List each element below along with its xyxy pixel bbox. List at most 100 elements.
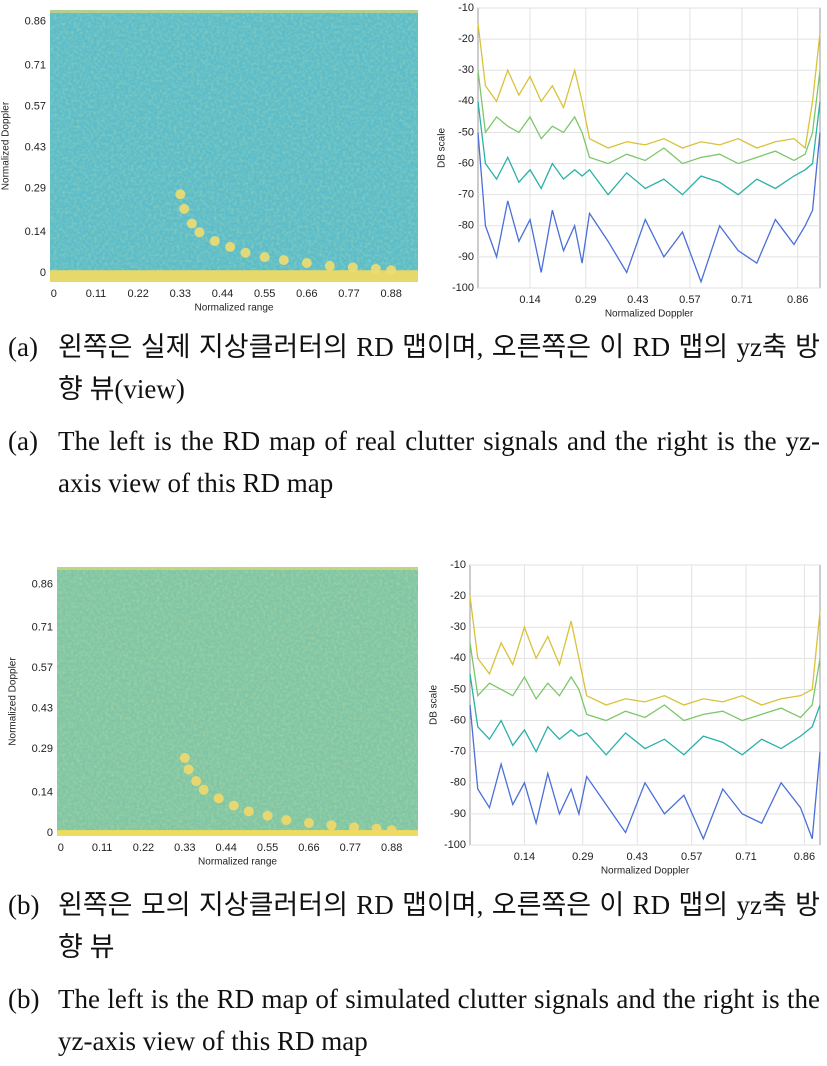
clutter-point xyxy=(303,817,314,828)
y-tick-label: -60 xyxy=(450,714,466,726)
clutter-point xyxy=(243,806,254,817)
y-tick-label: -10 xyxy=(450,559,466,571)
x-tick-label: 0.57 xyxy=(679,294,700,306)
x-tick-label: 0.22 xyxy=(127,288,148,300)
caption-text: 왼쪽은 모의 지상클러터의 RD 맵이며, 오른쪽은 이 RD 맵의 yz축 방… xyxy=(58,890,820,962)
y-tick-label: 0.71 xyxy=(25,59,46,71)
clutter-point xyxy=(175,189,186,200)
clutter-band xyxy=(50,10,418,13)
heatmap-noise xyxy=(57,567,418,836)
clutter-point xyxy=(194,227,205,238)
caption-label: (a) xyxy=(8,426,38,456)
clutter-band xyxy=(57,567,418,570)
caption-korean: (a) 왼쪽은 실제 지상클러터의 RD 맵이며, 오른쪽은 이 RD 맵의 yz… xyxy=(8,326,820,410)
y-tick-label: 0.43 xyxy=(32,703,53,715)
y-tick-label: -50 xyxy=(458,126,474,138)
plot-area xyxy=(477,7,821,289)
x-axis-label: Normalized range xyxy=(195,303,274,314)
y-axis-label: Normalized Doppler xyxy=(8,657,19,746)
x-tick-label: 0.43 xyxy=(627,294,648,306)
y-tick-label: 0 xyxy=(47,827,53,839)
caption-text: The left is the RD map of real clutter s… xyxy=(58,426,820,498)
y-tick-label: -60 xyxy=(458,157,474,169)
x-tick-label: 0.14 xyxy=(514,851,535,863)
clutter-point xyxy=(349,822,360,833)
y-tick-label: -20 xyxy=(450,590,466,602)
y-tick-label: -20 xyxy=(458,33,474,45)
clutter-point xyxy=(225,241,236,252)
x-axis-label: Normalized Doppler xyxy=(601,866,690,877)
x-tick-label: 0 xyxy=(51,288,57,300)
x-tick-label: 0.57 xyxy=(681,851,702,863)
clutter-point xyxy=(186,218,197,229)
clutter-point xyxy=(278,255,289,266)
plot-area xyxy=(469,564,821,846)
series-line xyxy=(477,70,821,165)
y-axis-label: DB scale xyxy=(437,128,448,168)
series-line xyxy=(469,704,821,841)
y-tick-label: 0.29 xyxy=(32,743,53,755)
clutter-point xyxy=(347,262,358,273)
x-tick-label: 0.71 xyxy=(731,294,752,306)
x-tick-label: 0.29 xyxy=(575,294,596,306)
clutter-point xyxy=(386,825,397,836)
x-tick-label: 0.44 xyxy=(212,288,233,300)
clutter-point xyxy=(191,776,202,787)
y-tick-label: -30 xyxy=(458,64,474,76)
clutter-point xyxy=(198,784,209,795)
caption-english: (b) The left is the RD map of simulated c… xyxy=(8,978,820,1062)
x-tick-label: 0 xyxy=(58,842,64,854)
x-tick-label: 0.11 xyxy=(92,842,113,854)
caption-label: (b) xyxy=(8,890,40,920)
y-tick-label: 0.14 xyxy=(32,787,53,799)
clutter-point xyxy=(281,815,292,826)
caption-text: 왼쪽은 실제 지상클러터의 RD 맵이며, 오른쪽은 이 RD 맵의 yz축 방… xyxy=(58,332,820,404)
y-tick-label: -100 xyxy=(452,282,474,294)
x-tick-label: 0.33 xyxy=(170,288,191,300)
y-tick-label: 0.29 xyxy=(25,182,46,194)
y-axis-label: Normalized Doppler xyxy=(1,101,12,190)
caption-english: (a) The left is the RD map of real clutte… xyxy=(8,420,820,504)
y-tick-label: -90 xyxy=(450,808,466,820)
x-tick-label: 0.66 xyxy=(296,288,317,300)
y-tick-label: -30 xyxy=(450,621,466,633)
y-tick-label: -10 xyxy=(458,2,474,14)
x-tick-label: 0.77 xyxy=(340,842,361,854)
clutter-point xyxy=(370,263,381,274)
x-tick-label: 0.22 xyxy=(133,842,154,854)
series-line xyxy=(477,132,821,284)
clutter-point xyxy=(228,800,239,811)
y-tick-label: 0.86 xyxy=(32,578,53,590)
clutter-point xyxy=(324,260,335,271)
x-tick-label: 0.77 xyxy=(338,288,359,300)
y-tick-label: 0.57 xyxy=(32,662,53,674)
clutter-point xyxy=(240,247,251,258)
y-axis-label: DB scale xyxy=(429,685,440,725)
clutter-band xyxy=(50,270,418,282)
x-tick-label: 0.88 xyxy=(381,842,402,854)
y-tick-label: 0.86 xyxy=(25,16,46,28)
caption-text: The left is the RD map of simulated clut… xyxy=(58,984,820,1056)
x-tick-label: 0.55 xyxy=(257,842,278,854)
y-tick-label: -40 xyxy=(450,652,466,664)
clutter-point xyxy=(326,820,337,831)
y-tick-label: -100 xyxy=(444,839,466,851)
x-tick-label: 0.14 xyxy=(519,294,540,306)
y-tick-label: 0.14 xyxy=(25,226,46,238)
series-line xyxy=(469,642,821,722)
x-axis-label: Normalized Doppler xyxy=(605,309,694,320)
caption-korean: (b) 왼쪽은 모의 지상클러터의 RD 맵이며, 오른쪽은 이 RD 맵의 yz… xyxy=(8,884,820,968)
y-tick-label: 0.43 xyxy=(25,141,46,153)
x-tick-label: 0.11 xyxy=(86,288,107,300)
clutter-point xyxy=(179,752,190,763)
y-tick-label: -70 xyxy=(458,189,474,201)
x-axis-label: Normalized range xyxy=(198,857,277,868)
x-tick-label: 0.66 xyxy=(298,842,319,854)
series-line xyxy=(469,673,821,756)
clutter-point xyxy=(371,823,382,834)
heatmap-noise xyxy=(50,10,418,282)
clutter-point xyxy=(179,203,190,214)
clutter-point xyxy=(262,810,273,821)
y-tick-label: -90 xyxy=(458,251,474,263)
